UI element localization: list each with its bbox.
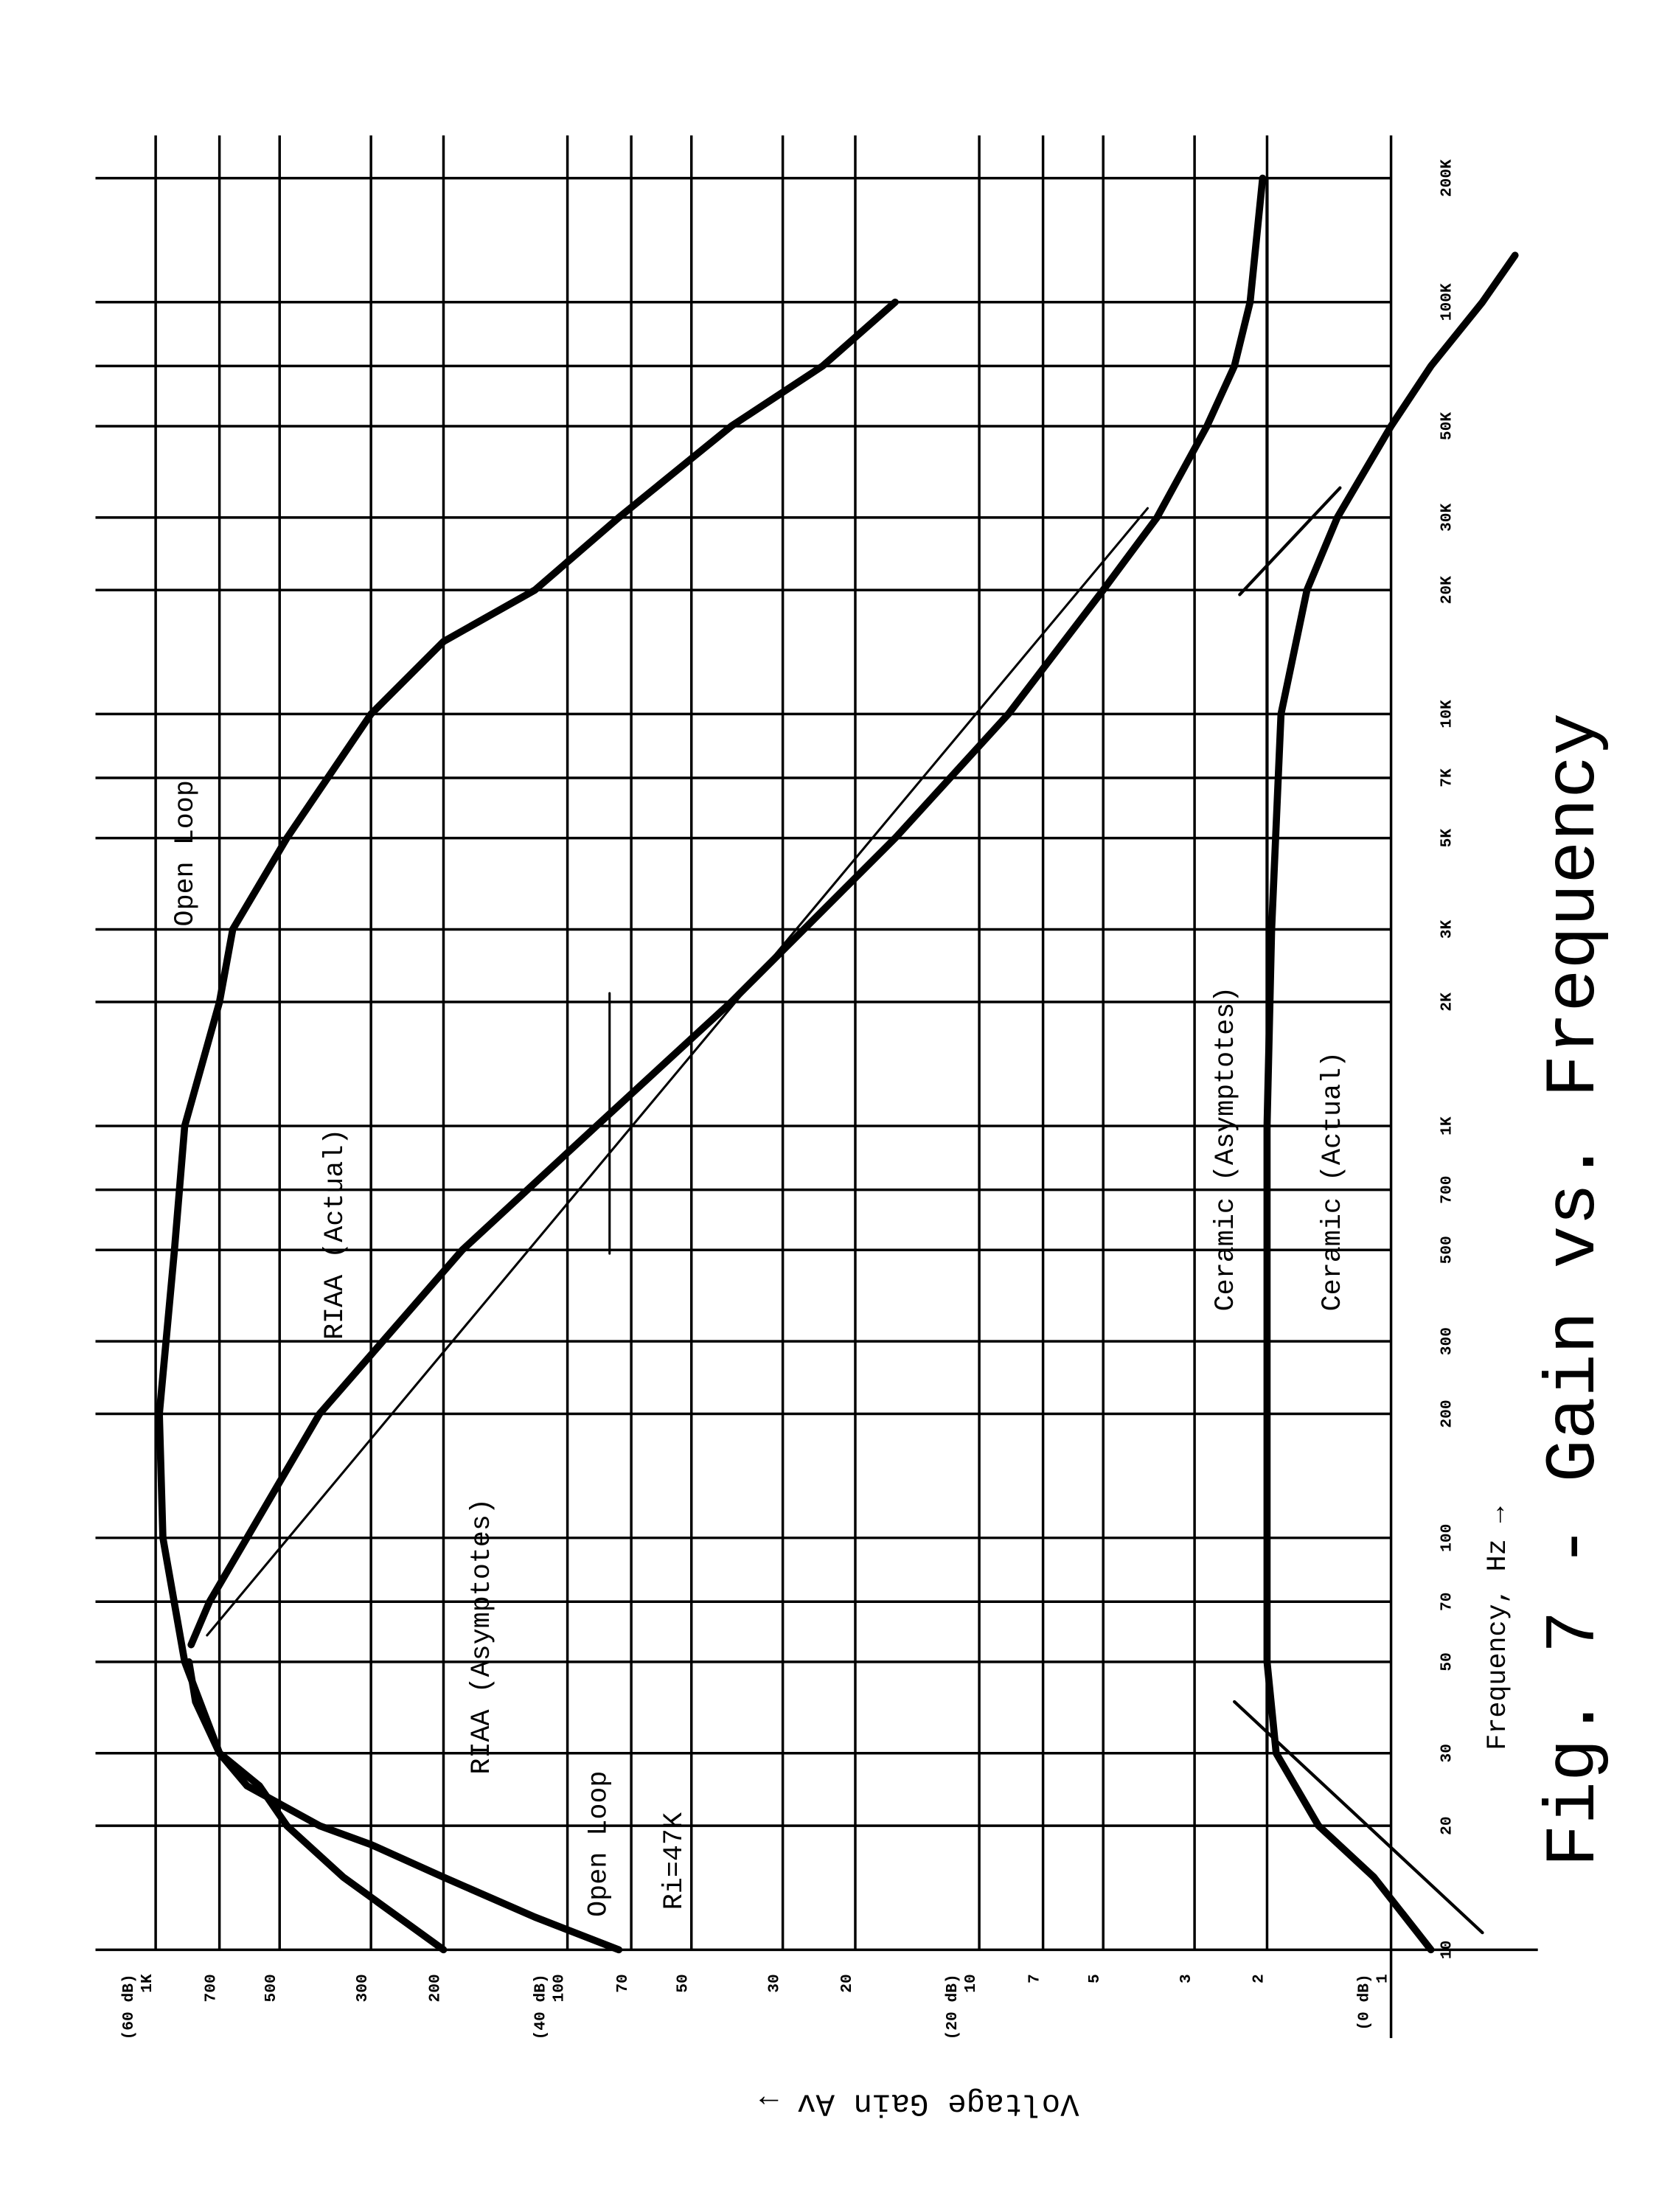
x-tick-label: 10: [1439, 1941, 1456, 1960]
y-tick-label: 200: [426, 1974, 444, 2002]
y-tick-label: 7: [1026, 1974, 1044, 1983]
y-tick-label: 70: [614, 1974, 632, 1993]
x-tick-label: 30K: [1439, 504, 1456, 532]
x-tick-label: 200: [1439, 1399, 1456, 1427]
x-tick-label: 500: [1439, 1236, 1456, 1264]
y-tick-db-label: (0 dB): [1355, 1974, 1373, 2031]
x-tick-label: 100K: [1439, 283, 1456, 321]
series-line: [156, 298, 899, 1954]
y-tick-label: 3: [1178, 1974, 1195, 1983]
y-tick-db-label: (60 dB): [120, 1974, 138, 2039]
y-tick-label: 5: [1086, 1974, 1104, 1983]
y-tick-label: 50: [675, 1974, 692, 1993]
x-tick-label: 20K: [1439, 576, 1456, 605]
y-tick-label: 1K: [139, 1974, 156, 1993]
x-axis-label: Frequency, Hz →: [1483, 1506, 1514, 1750]
y-tick-label: 20: [838, 1974, 856, 1993]
y-tick-label: 30: [766, 1974, 784, 1993]
series-line: [1263, 251, 1519, 1954]
series-label: Ceramic (Asymptotes): [1211, 987, 1242, 1312]
annotation: Ri=47K: [659, 1812, 690, 1910]
y-tick-label: 100: [551, 1974, 568, 2002]
series-label: Open Loop: [584, 1771, 615, 1917]
x-tick-label: 2K: [1439, 992, 1456, 1012]
x-tick-label: 3K: [1439, 920, 1456, 939]
x-tick-label: 200K: [1439, 159, 1456, 197]
y-tick-label: 500: [262, 1974, 280, 2002]
x-tick-label: 1K: [1439, 1116, 1456, 1135]
y-tick-label: 2: [1250, 1974, 1267, 1983]
x-tick-label: 100: [1439, 1524, 1456, 1552]
x-tick-label: 30: [1439, 1744, 1456, 1763]
series-line: [187, 174, 1267, 1649]
chart-title: Fig. 7 - Gain vs. Frequency: [1535, 713, 1615, 1868]
x-tick-label: 20: [1439, 1816, 1456, 1835]
x-tick-label: 300: [1439, 1327, 1456, 1355]
series-line: [185, 1658, 623, 1954]
series-label: RIAA (Actual): [320, 1129, 351, 1340]
y-axis-label: Voltage Gain Av →: [759, 2085, 1079, 2121]
x-tick-label: 50: [1439, 1652, 1456, 1672]
y-tick-label: 300: [354, 1974, 372, 2002]
y-tick-db-label: (20 dB): [944, 1974, 961, 2039]
x-tick-label: 7K: [1439, 768, 1456, 787]
y-tick-label: 1: [1374, 1974, 1392, 1983]
x-tick-label: 10K: [1439, 700, 1456, 728]
x-tick-label: 50K: [1439, 412, 1456, 441]
y-tick-db-label: (40 dB): [532, 1974, 549, 2039]
x-tick-label: 700: [1439, 1175, 1456, 1203]
x-tick-label: 70: [1439, 1592, 1456, 1611]
series-line: [206, 507, 1149, 1637]
x-tick-label: 5K: [1439, 829, 1456, 848]
series-label: RIAA (Asymptotes): [467, 1498, 498, 1775]
y-tick-label: 700: [203, 1974, 220, 2002]
series-label: Ceramic (Actual): [1318, 1051, 1349, 1312]
series-label: Open Loop: [170, 780, 201, 926]
y-tick-label: 10: [962, 1974, 980, 1993]
